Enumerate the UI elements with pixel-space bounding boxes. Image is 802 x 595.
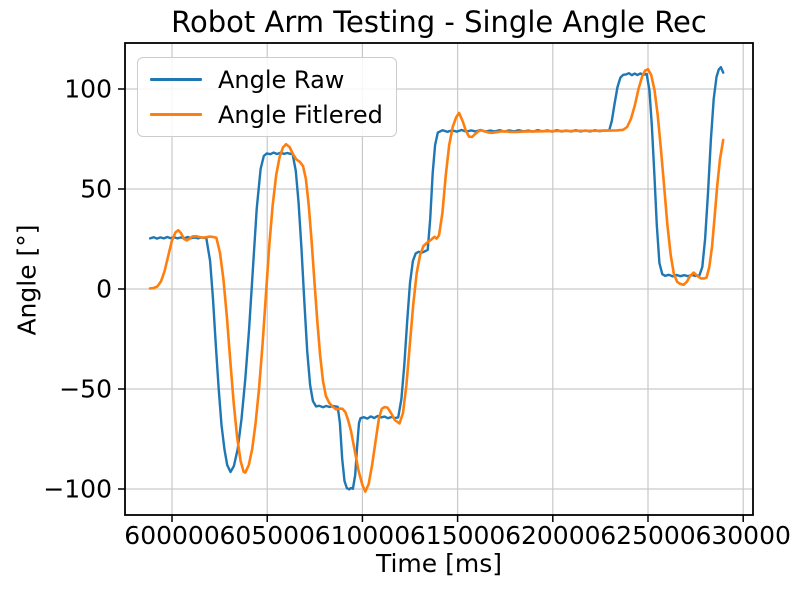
y-axis-label: Angle [°] xyxy=(12,224,42,336)
x-tick-label: 600000 xyxy=(124,521,219,550)
legend-line-raw-icon xyxy=(150,77,202,82)
y-tick-label: 0 xyxy=(96,275,112,304)
legend: Angle Raw Angle Fitlered xyxy=(137,57,397,137)
series-line-0 xyxy=(148,66,725,491)
y-tick-label: −100 xyxy=(43,475,112,504)
plot-border xyxy=(124,42,754,516)
y-tick-label: −50 xyxy=(59,375,112,404)
x-axis-label: Time [ms] xyxy=(375,549,502,578)
x-tick-label: 630000 xyxy=(695,521,790,550)
x-tick-label: 605000 xyxy=(220,521,315,550)
legend-item-raw: Angle Raw xyxy=(138,63,396,97)
x-tick-label: 610000 xyxy=(315,521,410,550)
legend-line-filtered-icon xyxy=(150,112,202,117)
x-tick-label: 620000 xyxy=(505,521,600,550)
series-line-1 xyxy=(148,67,725,493)
y-tick-label: 50 xyxy=(80,175,112,204)
legend-label-raw: Angle Raw xyxy=(218,65,345,94)
legend-item-filtered: Angle Fitlered xyxy=(138,98,396,132)
x-tick-label: 615000 xyxy=(410,521,505,550)
chart-title: Robot Arm Testing - Single Angle Rec xyxy=(171,5,707,39)
y-tick-label: 100 xyxy=(64,75,112,104)
legend-label-filtered: Angle Fitlered xyxy=(218,100,383,129)
x-tick-label: 625000 xyxy=(600,521,695,550)
